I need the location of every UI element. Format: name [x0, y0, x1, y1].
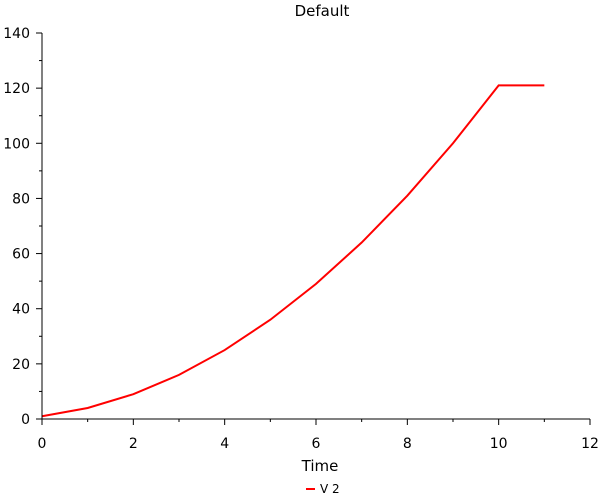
x-axis: 0 2 4 6 8 10 12	[38, 418, 599, 452]
x-axis-label: Time	[301, 457, 339, 475]
chart-title: Default	[295, 2, 350, 20]
legend: V 2	[306, 482, 340, 496]
x-tick-label: 12	[581, 436, 599, 452]
y-tick-label: 40	[12, 302, 30, 318]
x-tick-label: 8	[403, 436, 412, 452]
plot-area	[41, 84, 545, 418]
y-tick-label: 80	[12, 191, 30, 207]
y-tick-label: 140	[3, 26, 30, 42]
y-tick-label: 0	[21, 412, 30, 428]
series-line-1	[41, 84, 545, 418]
legend-label: V 2	[320, 482, 340, 496]
x-tick-label: 2	[129, 436, 138, 452]
x-tick-label: 10	[490, 436, 508, 452]
y-tick-label: 100	[3, 136, 30, 152]
y-tick-label: 20	[12, 357, 30, 373]
y-axis: 0 20 40 60 80 100 120 140	[3, 26, 43, 428]
y-tick-label: 120	[3, 81, 30, 97]
y-tick-label: 60	[12, 247, 30, 263]
x-tick-label: 4	[220, 436, 229, 452]
x-tick-label: 6	[312, 436, 321, 452]
x-tick-label: 0	[38, 436, 47, 452]
